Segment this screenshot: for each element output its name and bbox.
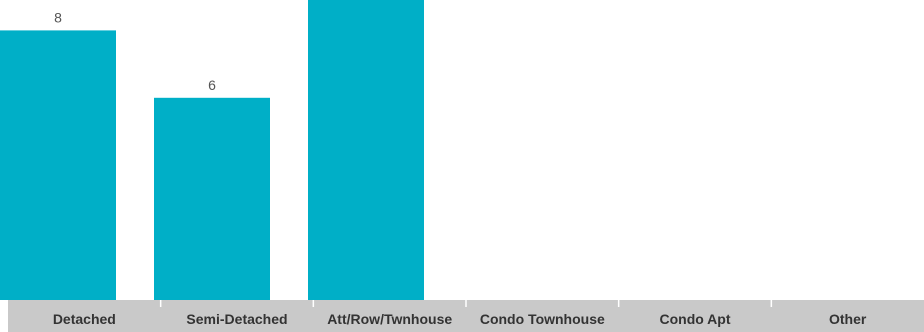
bar-detached bbox=[0, 30, 116, 301]
category-label-group: Detached Semi-Detached Att/Row/Twnhouse Con… bbox=[53, 311, 867, 327]
value-label: 8 bbox=[54, 9, 62, 25]
category-label: Semi-Detached bbox=[186, 311, 287, 327]
bar-group bbox=[0, 0, 424, 301]
axis-separator-group bbox=[159, 300, 773, 307]
category-label: Detached bbox=[53, 311, 116, 327]
category-label: Condo Apt bbox=[659, 311, 730, 327]
value-label: 6 bbox=[208, 77, 216, 93]
bar-semi-detached bbox=[154, 97, 270, 300]
category-label: Other bbox=[829, 311, 867, 327]
category-label: Condo Townhouse bbox=[480, 311, 605, 327]
category-label: Att/Row/Twnhouse bbox=[327, 311, 452, 327]
value-label-group: 869 bbox=[54, 9, 216, 93]
bar-att-row-twnhouse bbox=[308, 0, 424, 300]
